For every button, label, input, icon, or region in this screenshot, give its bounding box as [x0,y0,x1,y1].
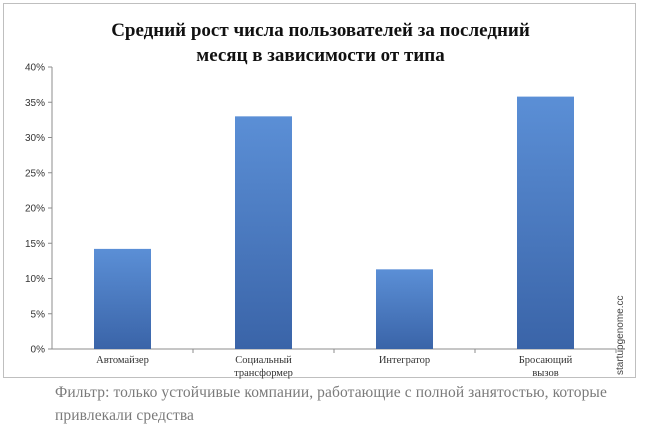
chart-title-line-2: месяц в зависимости от типа [196,45,445,66]
y-tick-label: 40% [25,63,45,74]
bar [235,116,292,349]
chart-bars [94,96,574,349]
chart-caption: Фильтр: только устойчивые компании, рабо… [55,384,607,424]
y-tick-label: 5% [31,309,46,320]
y-tick-label: 20% [25,204,45,215]
y-tick-label: 15% [25,239,45,250]
bar [94,248,151,349]
y-tick-label: 25% [25,168,45,179]
chart-title-line-1: Средний рост числа пользователей за посл… [111,20,530,41]
x-category-label: Интегратор [379,355,430,366]
bar-chart: 0% 5% 10% 15% 20% 25% 30% 35% 40% Автомайзер Соци… [25,63,626,380]
chart-frame: Средний рост числа пользователей за посл… [3,3,637,380]
y-tick-label: 0% [31,345,46,356]
x-category-label: Автомайзер [96,355,149,366]
chart-title: Средний рост числа пользователей за посл… [4,18,637,68]
y-tick-label: 30% [25,133,45,144]
y-tick-label: 10% [25,274,45,285]
x-category-label: Социальный трансформер [234,355,293,379]
chart-x-labels: Автомайзер Социальный трансформер Интеграто… [96,355,572,379]
bar [517,96,574,349]
y-tick-label: 35% [25,98,45,109]
chart-y-ticks: 0% 5% 10% 15% 20% 25% 30% 35% 40% [25,63,52,356]
watermark-text: startupgenome.cc [615,296,626,376]
x-category-label: Бросающий вызов [519,355,573,379]
bar [376,269,433,349]
